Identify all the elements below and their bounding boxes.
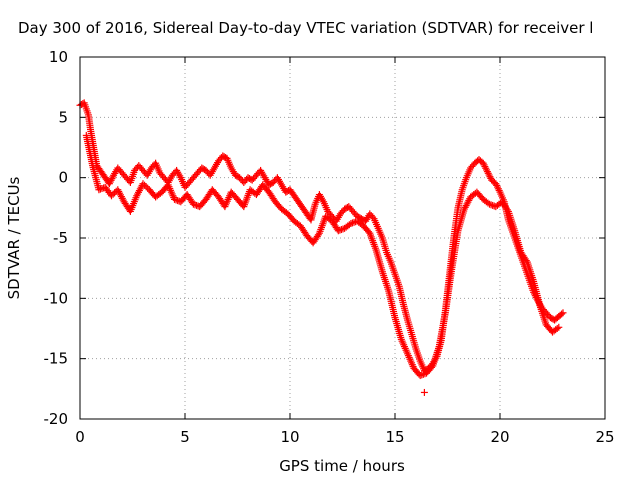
data-point [487,201,495,209]
data-point [348,219,356,227]
data-point [483,166,491,174]
x-tick-label: 0 [75,428,85,446]
data-point [490,202,498,210]
data-point [189,200,197,208]
y-tick-label: -20 [44,410,69,428]
y-tick-label: -10 [44,289,69,307]
axis-ticks: 0 5 10 15 20 25 10 5 0 -5 -10 -15 -20 [44,48,615,446]
data-point [418,371,426,379]
x-tick-label: 15 [385,428,404,446]
x-tick-label: 20 [490,428,509,446]
data-point [479,159,487,167]
data-point [96,185,104,193]
data-point [108,175,116,183]
data-point [106,178,114,186]
data-point [483,168,491,176]
data-point [493,181,501,189]
data-point [482,164,490,172]
y-tick-label: 0 [58,169,68,187]
data-point [480,161,488,169]
x-tick-label: 5 [180,428,190,446]
x-tick-label: 10 [280,428,299,446]
data-point [553,325,561,332]
data-point [416,372,424,380]
data-point [485,171,493,179]
data-point [503,206,511,214]
data-point [559,309,567,317]
y-tick-label: 5 [58,108,68,126]
data-point [95,186,103,194]
data-point [419,370,427,378]
y-tick-label: -15 [44,350,69,368]
data-point [171,195,178,203]
data-point [105,180,113,188]
data-point [495,186,503,194]
data-point [142,183,150,191]
data-point [141,181,149,189]
y-tick-label: 10 [49,48,68,66]
y-axis-label: SDTVAR / TECUs [5,176,23,299]
data-point [337,226,345,234]
data-point [107,176,115,184]
data-point [172,196,180,204]
data-point [486,200,493,208]
data-points [76,99,567,396]
grid-lines [80,57,605,419]
data-point [347,220,355,228]
data-point [191,201,199,209]
data-point [484,169,492,177]
y-tick-label: -5 [53,229,68,247]
data-point [109,190,117,198]
chart-title: Day 300 of 2016, Sidereal Day-to-day VTE… [18,19,593,37]
plot-frame [79,56,606,420]
data-point [420,388,428,396]
data-point [486,173,494,181]
data-point [352,218,360,226]
data-point [558,310,566,318]
data-point [336,226,344,234]
data-point [369,213,377,221]
x-tick-label: 25 [595,428,614,446]
x-axis-label: GPS time / hours [279,457,405,475]
data-point [493,183,501,191]
data-point [481,163,489,171]
data-point [139,180,147,188]
data-point [492,180,500,188]
data-point [334,227,342,235]
data-point [494,185,502,193]
data-point [555,323,563,331]
data-point [522,257,530,265]
data-point [108,192,115,200]
